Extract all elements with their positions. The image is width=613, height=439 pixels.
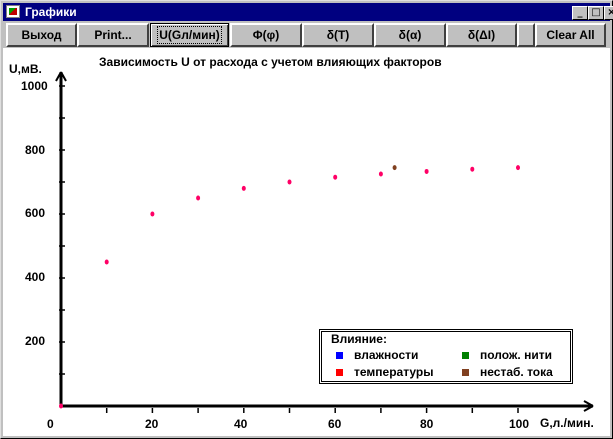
legend-title: Влияние: [331, 332, 387, 346]
data-point [104, 259, 109, 265]
delta-di-button[interactable]: δ(ΔI) [446, 23, 517, 47]
legend-swatch [336, 352, 343, 359]
data-point [59, 403, 63, 409]
x-tick-label: 0 [47, 417, 54, 431]
y-axis-label: U,мВ. [9, 62, 42, 76]
data-point [150, 211, 155, 217]
window-title: Графики [25, 5, 77, 19]
data-point [378, 171, 383, 177]
data-point [470, 166, 475, 172]
legend-label: влажности [354, 348, 419, 362]
legend: Влияние: влажности полож. нити температу… [319, 329, 573, 384]
delta-alpha-button[interactable]: δ(α) [374, 23, 446, 47]
x-tick-label: 20 [145, 417, 159, 431]
data-point [333, 174, 338, 180]
u-vs-flow-button[interactable]: U(Gл/мин) [150, 23, 229, 47]
x-tick-label: 40 [234, 417, 248, 431]
toolbar: Выход Print... U(Gл/мин) Φ(φ) δ(T) δ(α) … [1, 22, 613, 48]
data-point [241, 185, 246, 191]
x-axis-arrow [583, 400, 594, 412]
x-tick-label: 100 [509, 417, 530, 431]
x-axis-label: G,л./мин. [540, 416, 594, 430]
legend-swatch [462, 352, 469, 359]
legend-swatch [336, 369, 343, 376]
phi-button[interactable]: Φ(φ) [230, 23, 302, 47]
data-point [196, 195, 201, 201]
y-tick-label: 1000 [21, 79, 48, 93]
y-tick-label: 800 [25, 143, 46, 157]
blank-button[interactable] [517, 23, 535, 47]
legend-label: полож. нити [480, 348, 552, 362]
chart-title: Зависимость U от расхода с учетом влияющ… [99, 55, 442, 69]
data-point [516, 165, 520, 171]
maximize-button[interactable]: □ [588, 6, 604, 20]
clear-all-button[interactable]: Clear All [535, 23, 606, 47]
x-tick-label: 80 [420, 417, 434, 431]
legend-swatch [462, 369, 469, 376]
print-button[interactable]: Print... [77, 23, 149, 47]
chart-canvas [55, 71, 594, 413]
exit-button[interactable]: Выход [6, 23, 77, 47]
y-axis-arrow [55, 71, 67, 82]
y-tick-label: 200 [25, 334, 46, 348]
y-tick-label: 400 [25, 270, 46, 284]
x-tick-label: 60 [328, 417, 342, 431]
close-button[interactable]: × [604, 6, 613, 20]
delta-t-button[interactable]: δ(T) [302, 23, 374, 47]
data-point [392, 165, 397, 171]
chart-area: Зависимость U от расхода с учетом влияющ… [3, 48, 610, 436]
legend-label: температуры [354, 365, 434, 379]
legend-label: нестаб. тока [480, 365, 553, 379]
y-tick-label: 600 [25, 206, 46, 220]
data-point [424, 168, 429, 174]
title-bar[interactable]: Графики _ □ × [3, 3, 613, 21]
data-point [287, 179, 292, 185]
app-icon [6, 5, 20, 18]
minimize-button[interactable]: _ [572, 6, 588, 20]
